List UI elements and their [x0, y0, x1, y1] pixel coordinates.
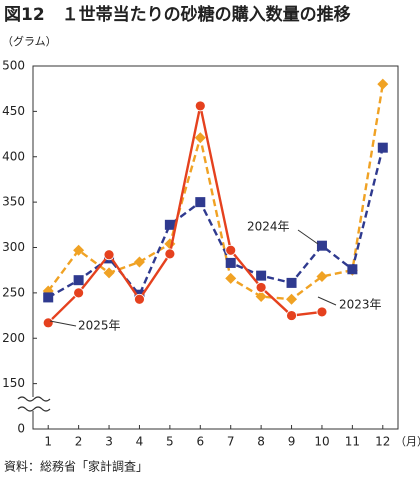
point [103, 249, 115, 261]
x-tick-label: 9 [288, 435, 296, 449]
point [225, 272, 237, 284]
y-tick-label: 200 [2, 331, 25, 345]
x-tick-label: 4 [136, 435, 144, 449]
series-label: 2023年 [339, 298, 382, 312]
x-tick-label: 7 [227, 435, 235, 449]
point [195, 197, 206, 208]
point [316, 306, 328, 318]
point [134, 293, 145, 305]
series-label: 2024年 [247, 220, 290, 234]
y-tick-label: 350 [2, 195, 25, 209]
point [286, 277, 297, 288]
point [73, 275, 84, 286]
point [194, 100, 206, 112]
point [255, 291, 267, 303]
y-tick-label: 500 [2, 59, 25, 73]
point [256, 270, 267, 281]
point [316, 240, 327, 251]
y-tick-label: 450 [2, 104, 25, 118]
x-tick-label: 6 [196, 435, 204, 449]
point [43, 292, 54, 303]
point [377, 78, 389, 90]
point [286, 310, 297, 321]
point [164, 219, 175, 230]
series-line [47, 147, 384, 299]
x-tick-label: 12 [375, 435, 390, 449]
point [133, 256, 145, 268]
y-tick-label: 150 [2, 376, 25, 390]
x-tick-label: 3 [105, 435, 113, 449]
plot-frame [32, 65, 399, 430]
point [194, 132, 206, 144]
annotation-leader [317, 296, 337, 306]
series-line [47, 83, 384, 301]
point [347, 264, 358, 275]
x-tick-label: 2 [75, 435, 83, 449]
y-tick-label: 300 [2, 240, 25, 254]
y-tick-label: 0 [17, 422, 25, 436]
point [103, 267, 115, 279]
series-label: 2025年 [78, 319, 121, 333]
point [164, 248, 176, 260]
point [42, 317, 54, 329]
x-tick-label: 1 [44, 435, 52, 449]
annotation-leader [49, 320, 77, 327]
chart-title: 図12 １世帯当たりの砂糖の購入数量の推移 [4, 4, 351, 25]
x-tick-label: 5 [166, 435, 174, 449]
source: 資料：総務省「家計調査」 [4, 459, 148, 474]
point [225, 257, 236, 268]
series-line [47, 105, 323, 324]
x-tick-label: 10 [314, 435, 329, 449]
point [225, 244, 237, 256]
annotation-leader [297, 229, 319, 245]
y-tick-label: 400 [2, 149, 25, 163]
point [255, 282, 267, 293]
x-tick-label: 8 [257, 435, 265, 449]
y-axis-label: （グラム） [2, 34, 57, 48]
axis-break-mark [17, 396, 51, 412]
point [73, 244, 85, 256]
x-tick-label: 11 [345, 435, 360, 449]
y-tick-label: 250 [2, 285, 25, 299]
point [377, 142, 388, 153]
point [286, 293, 298, 305]
point [316, 271, 328, 283]
x-axis-label: （月） [395, 435, 420, 448]
point [73, 287, 85, 299]
